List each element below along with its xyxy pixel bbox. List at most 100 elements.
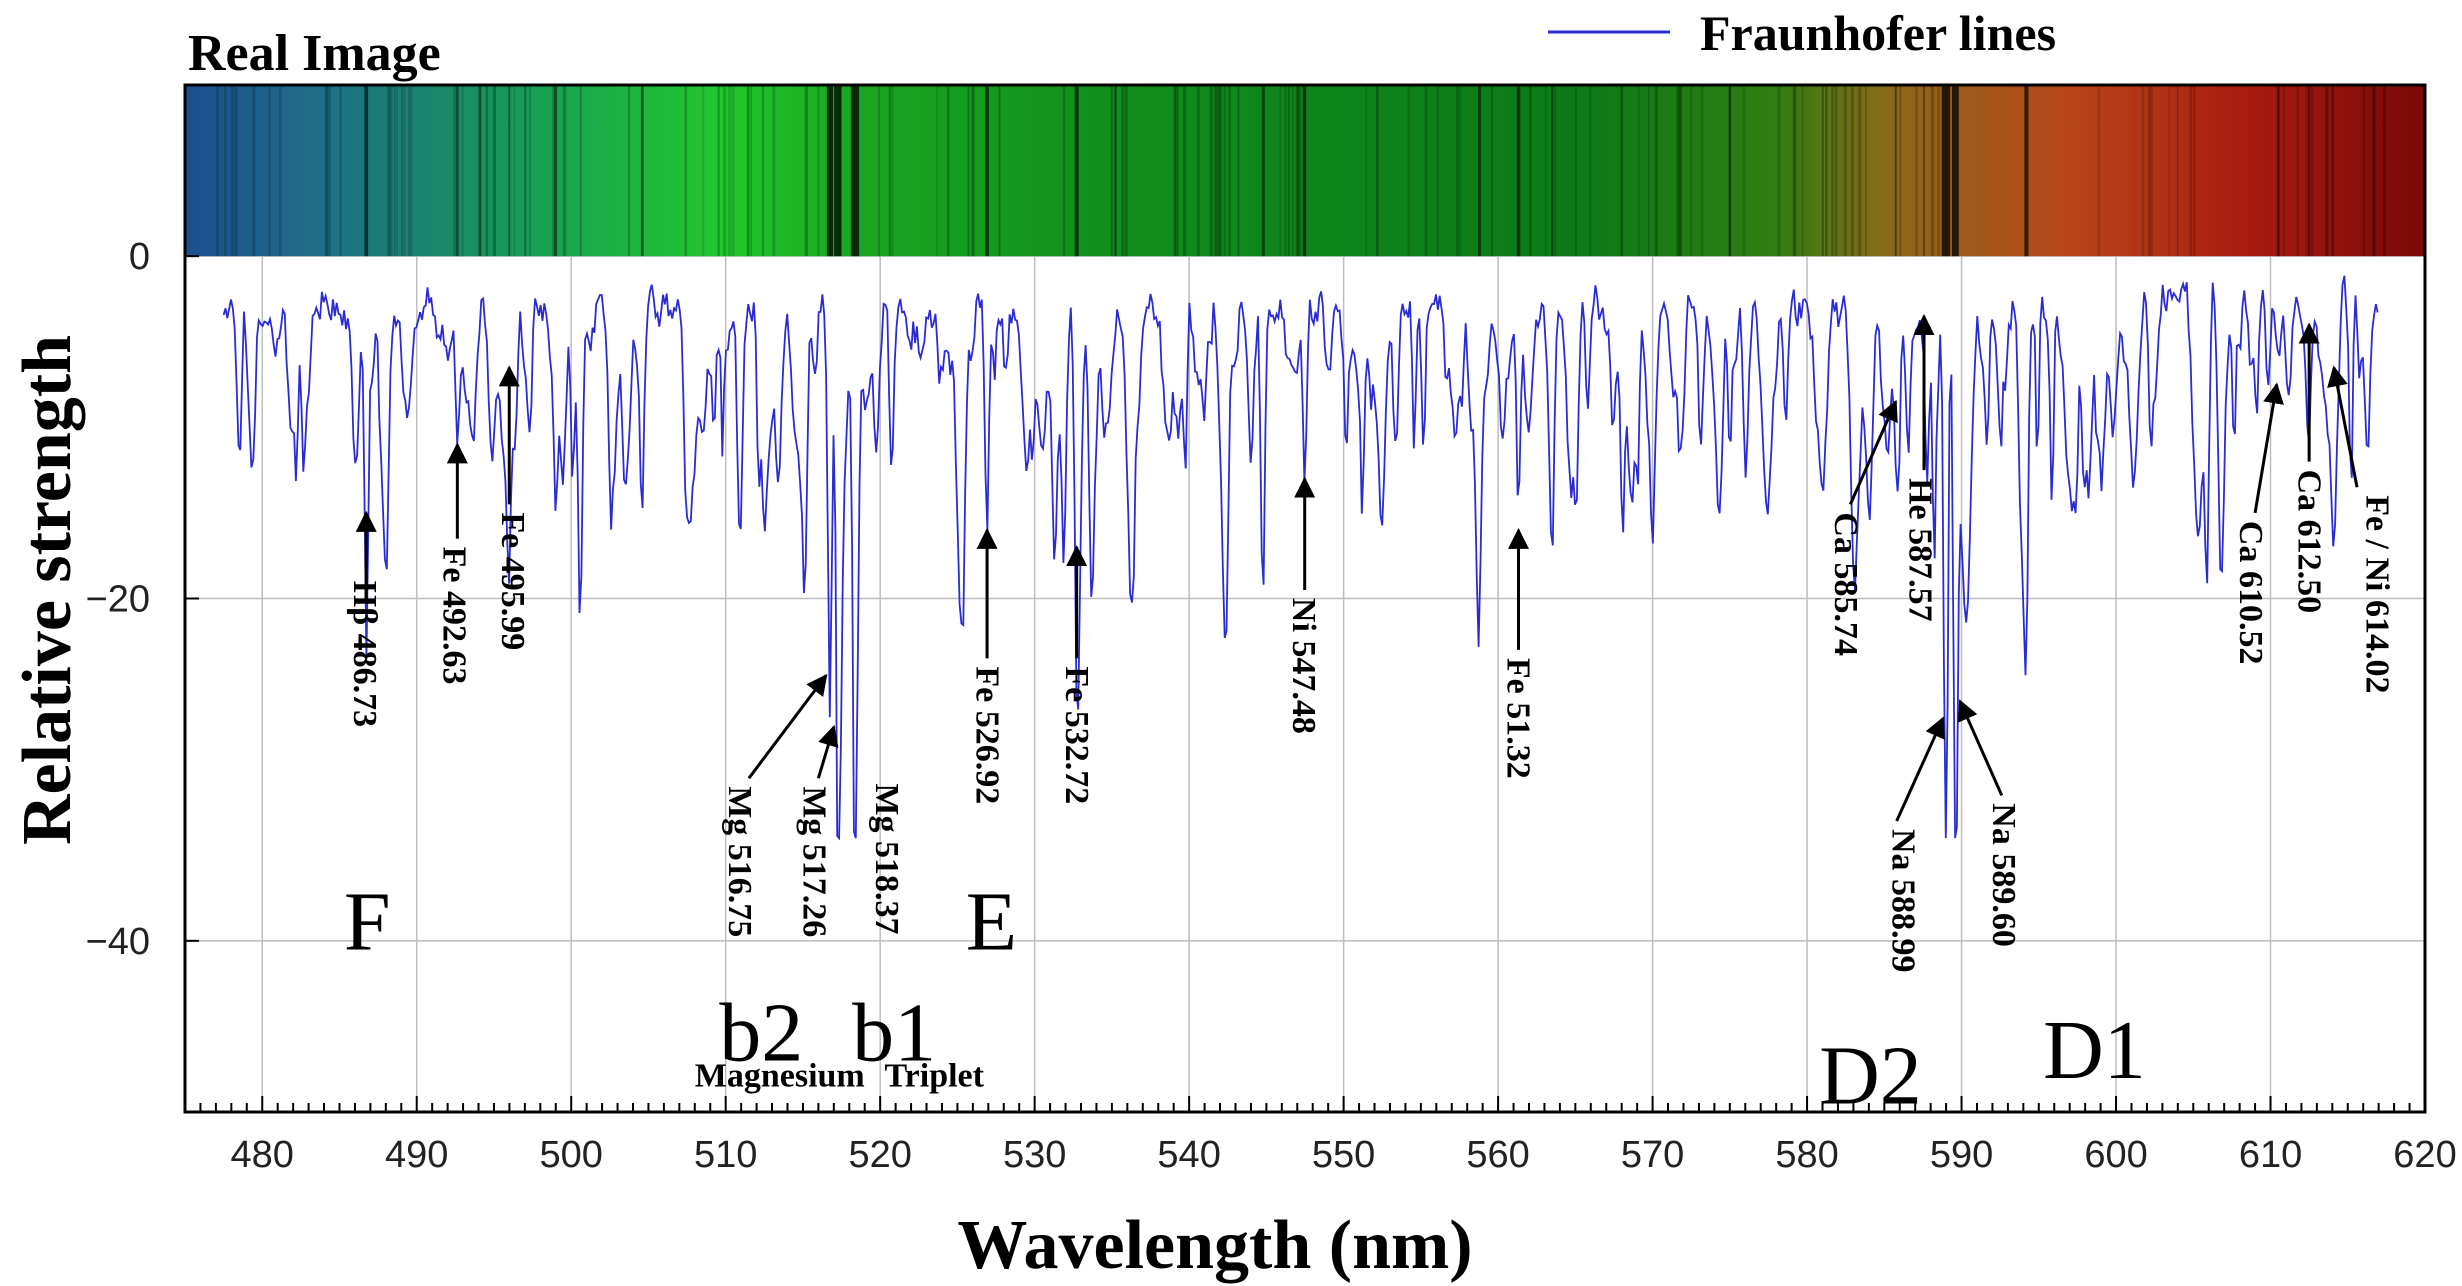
spectrum-faint-line xyxy=(2305,85,2309,257)
spectrum-faint-line xyxy=(1679,85,1682,257)
x-tick-label: 560 xyxy=(1466,1134,1529,1176)
spectrum-faint-line xyxy=(1214,85,1218,257)
annotation-arrow xyxy=(2327,365,2359,488)
real-image-spectrum-band xyxy=(185,85,2425,257)
spectrum-faint-line xyxy=(478,85,482,257)
spectrum-dark-line xyxy=(1941,85,1951,257)
spectrum-faint-line xyxy=(1834,85,1838,257)
spectrum-faint-line xyxy=(1654,85,1658,257)
spectrum-faint-line xyxy=(1794,85,1797,257)
spectrum-faint-line xyxy=(2025,85,2029,257)
spectrum-faint-line xyxy=(2362,85,2366,257)
spectrum-faint-line xyxy=(888,85,891,257)
spectrum-faint-line xyxy=(1218,85,1223,257)
spectrum-faint-line xyxy=(1365,85,1368,257)
spectrum-dark-line xyxy=(1728,85,1732,257)
spectrum-faint-line xyxy=(1647,85,1650,257)
spectrum-faint-line xyxy=(1491,85,1493,257)
spectrum-faint-line xyxy=(1700,85,1704,257)
annotation-arrow xyxy=(1958,699,2004,796)
spectrum-faint-line xyxy=(461,85,464,257)
x-tick-label: 490 xyxy=(385,1134,448,1176)
spectrum-faint-line xyxy=(223,85,227,257)
spectrum-faint-line xyxy=(1850,85,1854,257)
spectrum-faint-line xyxy=(1063,85,1066,257)
spectrum-faint-line xyxy=(529,85,532,257)
spectrum-faint-line xyxy=(1457,85,1462,257)
spectrum-dark-line xyxy=(1551,85,1554,257)
spectrum-faint-line xyxy=(396,85,399,257)
annotation-label: Mg 517.26 xyxy=(795,786,832,937)
spectrum-faint-line xyxy=(234,85,238,257)
spectrum-faint-line xyxy=(746,85,749,257)
spectrum-faint-line xyxy=(723,85,727,257)
annotation-arrow xyxy=(747,673,828,780)
spectrum-faint-line xyxy=(1407,85,1410,257)
spectrum-faint-line xyxy=(1857,85,1862,257)
spectrum-faint-line xyxy=(1655,85,1659,257)
spectrum-dark-line xyxy=(456,85,459,257)
spectrum-dark-line xyxy=(508,85,511,257)
annotation-arrow xyxy=(1848,399,1898,505)
spectrum-faint-line xyxy=(389,85,393,257)
spectrum-faint-line xyxy=(1742,85,1746,257)
line-designation-label: F xyxy=(344,875,391,968)
spectrum-faint-line xyxy=(1223,85,1226,257)
spectrum-faint-line xyxy=(1302,85,1306,257)
spectrum-faint-line xyxy=(410,85,413,257)
spectrum-faint-line xyxy=(2325,85,2329,257)
spectrum-faint-line xyxy=(1183,85,1187,257)
spectrum-faint-line xyxy=(453,85,456,257)
legend: Fraunhofer lines xyxy=(1548,5,2056,61)
spectrum-faint-line xyxy=(935,85,938,257)
spectrum-faint-line xyxy=(971,85,975,257)
spectrum-faint-line xyxy=(1124,85,1128,257)
spectrum-faint-line xyxy=(1865,85,1867,257)
spectrum-faint-line xyxy=(2296,85,2299,257)
spectrum-faint-line xyxy=(1831,85,1834,257)
spectrum-faint-line xyxy=(1937,85,1940,257)
spectrum-faint-line xyxy=(2372,85,2375,257)
spectrum-faint-line xyxy=(552,85,556,257)
spectrum-dark-line xyxy=(364,85,369,257)
spectrum-faint-line xyxy=(2147,85,2152,257)
annotation-label: Fe 492.63 xyxy=(435,547,472,685)
spectrum-faint-line xyxy=(1424,85,1428,257)
spectrum-faint-line xyxy=(1456,85,1459,257)
spectrum-faint-line xyxy=(1298,85,1301,257)
spectrum-faint-line xyxy=(1899,85,1902,257)
spectrum-faint-line xyxy=(1291,85,1294,257)
spectrum-faint-line xyxy=(1637,85,1640,257)
spectrum-faint-line xyxy=(1209,85,1213,257)
spectrum-faint-line xyxy=(562,85,567,257)
spectrum-faint-line xyxy=(1843,85,1847,257)
annotation-label: Fe 495.99 xyxy=(494,512,531,650)
x-tick-label: 530 xyxy=(1003,1134,1066,1176)
spectrum-faint-line xyxy=(524,85,527,257)
spectrum-faint-line xyxy=(834,85,836,257)
spectrum-faint-line xyxy=(493,85,497,257)
spectrum-faint-line xyxy=(2276,85,2280,257)
spectrum-faint-line xyxy=(477,85,482,257)
x-axis-title: Wavelength (nm) xyxy=(957,1207,1472,1284)
spectrum-faint-line xyxy=(513,85,516,257)
spectrum-faint-line xyxy=(1777,85,1781,257)
spectrum-faint-line xyxy=(231,85,234,257)
annotation-label: Ca 585.74 xyxy=(1827,512,1864,656)
spectrum-faint-line xyxy=(731,85,735,257)
spectrum-faint-line xyxy=(1173,85,1176,257)
group-label-magnesium: Magnesium xyxy=(695,1057,865,1094)
annotation-label: Fe 51.32 xyxy=(1500,658,1537,779)
line-annotations: Hβ 486.73 Fe 492.63 Fe 495.99 Mg 516.75 Mg 5… xyxy=(344,313,2396,1122)
spectrum-dark-line xyxy=(640,85,644,257)
spectrum-faint-line xyxy=(2168,85,2171,257)
annotation-label: Fe 526.92 xyxy=(968,666,1005,804)
spectrum-faint-line xyxy=(1279,85,1282,257)
spectrum-faint-line xyxy=(1176,85,1179,257)
spectrum-faint-line xyxy=(328,85,331,257)
spectrum-faint-line xyxy=(252,85,256,257)
spectrum-faint-line xyxy=(408,85,411,257)
spectrum-dark-line xyxy=(1516,85,1521,257)
spectrum-faint-line xyxy=(1436,85,1440,257)
